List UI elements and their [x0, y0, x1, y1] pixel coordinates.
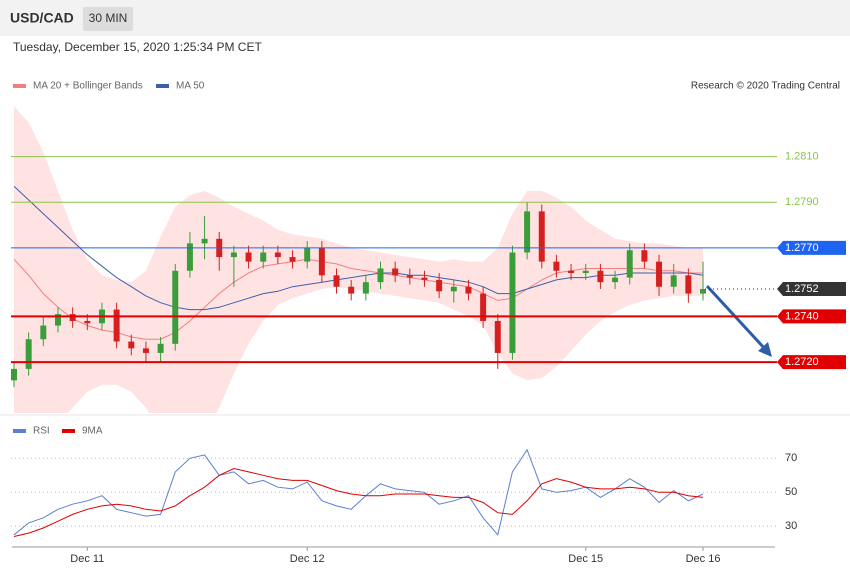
- candle-body: [465, 286, 472, 294]
- candle-body: [480, 293, 487, 321]
- y-tick-label: 30: [785, 520, 797, 532]
- candle-body: [128, 341, 135, 349]
- candle-body: [377, 268, 384, 283]
- candle-body: [553, 261, 560, 271]
- x-tick-label: Dec 12: [290, 553, 325, 565]
- candle-body: [142, 348, 149, 353]
- candle-body: [201, 238, 208, 244]
- candle-body: [84, 320, 91, 324]
- price-plot: [11, 106, 707, 413]
- legend-swatch: [62, 429, 75, 433]
- candle-body: [245, 252, 252, 262]
- legend-swatch: [13, 84, 26, 88]
- candle-body: [318, 247, 325, 276]
- legend-label: RSI: [33, 426, 50, 437]
- candle-body: [509, 252, 516, 353]
- legend-swatch: [13, 429, 26, 433]
- level-box: [777, 240, 846, 255]
- legend-swatch: [156, 84, 169, 88]
- candle-body: [289, 257, 296, 262]
- candle-body: [700, 289, 707, 294]
- legend-label: 9MA: [82, 426, 103, 437]
- rsi-line: [13, 448, 704, 536]
- candle-body: [157, 343, 164, 353]
- candle-body: [172, 270, 179, 344]
- candle-body: [230, 252, 237, 258]
- level-label: 1.2720: [785, 356, 819, 368]
- candle-body: [421, 277, 428, 280]
- candle-body: [25, 339, 32, 369]
- ma-line: [13, 258, 703, 340]
- level-label: 1.2770: [785, 242, 819, 254]
- candle-body: [348, 286, 355, 294]
- candle-body: [656, 261, 663, 287]
- candle-body: [436, 279, 443, 292]
- ma-line: [13, 185, 704, 311]
- forecast-arrow: [705, 284, 768, 352]
- candle-body: [113, 309, 120, 342]
- candle-body: [54, 314, 61, 326]
- candle-body: [612, 277, 619, 283]
- level-box: [777, 355, 846, 370]
- candle-body: [450, 286, 457, 292]
- candle-body: [362, 282, 369, 294]
- candle-body: [582, 270, 589, 274]
- timeframe[interactable]: 30 MIN: [89, 11, 128, 25]
- candle-body: [40, 325, 47, 340]
- candle-body: [597, 270, 604, 283]
- candle-body: [11, 368, 17, 381]
- candle-body: [670, 275, 677, 287]
- forecast-arrowhead: [758, 342, 772, 357]
- candle-body: [333, 275, 340, 287]
- level-box: [777, 309, 846, 324]
- candle-body: [260, 252, 267, 262]
- level-label: 1.2810: [785, 151, 819, 163]
- candle-body: [186, 243, 193, 271]
- candle-body: [568, 270, 575, 274]
- candle-body: [524, 211, 531, 253]
- level-label: 1.2740: [785, 310, 819, 322]
- level-label: 1.2790: [785, 196, 819, 208]
- candle-body: [406, 275, 413, 278]
- legend-label: MA 20 + Bollinger Bands: [33, 81, 143, 92]
- candle-body: [304, 247, 311, 262]
- timeframe-box[interactable]: [83, 7, 133, 31]
- candle-body: [641, 250, 648, 262]
- candle-body: [392, 268, 399, 276]
- candle-body: [538, 211, 545, 262]
- x-tick-label: Dec 11: [70, 553, 104, 565]
- candle-body: [69, 314, 76, 321]
- candle-body: [685, 275, 692, 294]
- legend-label: MA 50: [176, 81, 205, 92]
- level-box: [777, 282, 846, 297]
- symbol: USD/CAD: [10, 10, 74, 26]
- datetime: Tuesday, December 15, 2020 1:25:34 PM CE…: [13, 40, 262, 54]
- header-bar: [0, 0, 850, 36]
- candle-body: [494, 320, 501, 353]
- candle-body: [626, 250, 633, 278]
- source: Research © 2020 Trading Central: [691, 81, 840, 92]
- bollinger-band: [14, 106, 703, 413]
- y-tick-label: 70: [785, 452, 797, 464]
- x-tick-label: Dec 16: [686, 553, 721, 565]
- y-tick-label: 50: [785, 486, 797, 498]
- x-tick-label: Dec 15: [568, 553, 603, 565]
- candle-body: [274, 252, 281, 258]
- rsi-line: [13, 467, 704, 537]
- level-label: 1.2752: [785, 283, 819, 295]
